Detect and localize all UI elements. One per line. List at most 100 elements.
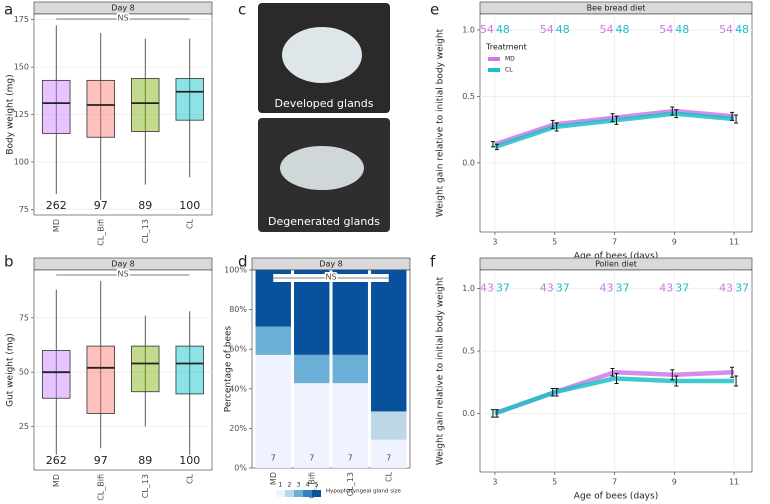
count-label: 43 <box>600 282 614 295</box>
x-tick-label: 5 <box>552 238 557 247</box>
legend-label: MD <box>505 56 515 63</box>
mean-line <box>494 376 735 416</box>
count-label: 37 <box>616 282 630 295</box>
error-bar <box>490 141 495 148</box>
error-bar <box>674 109 679 119</box>
error-bar <box>610 368 615 377</box>
box <box>42 350 71 399</box>
y-axis-title: Gut weight (mg) <box>6 333 16 407</box>
x-tick-label: 7 <box>612 238 617 247</box>
count-label: 7 <box>386 454 391 463</box>
count-label: 262 <box>46 199 67 212</box>
y-tick-label: 100 <box>14 157 29 166</box>
panel-letter: b <box>4 253 14 271</box>
panel-letter: c <box>238 1 246 19</box>
legend-swatch <box>285 490 294 497</box>
error-bar <box>610 113 615 123</box>
y-tick-label: 40% <box>229 384 247 393</box>
x-tick-label: 3 <box>492 478 497 487</box>
count-label: 97 <box>94 454 108 467</box>
count-label: 54 <box>600 23 614 36</box>
count-label: 48 <box>616 23 630 36</box>
bar-segment <box>255 326 291 355</box>
y-axis-title: Body weight (mg) <box>6 74 16 154</box>
y-tick-label: 75 <box>19 313 29 322</box>
x-tick-label: 9 <box>672 478 677 487</box>
y-tick-label: 60% <box>229 345 247 354</box>
x-tick-label: 9 <box>672 238 677 247</box>
x-axis-title: Age of bees (days) <box>574 492 658 502</box>
y-tick-label: 0% <box>234 464 247 473</box>
y-tick-label: 50 <box>19 368 29 377</box>
error-bar <box>670 106 675 116</box>
x-tick-label: 5 <box>552 478 557 487</box>
count-label: 37 <box>556 282 570 295</box>
count-label: 48 <box>735 23 749 36</box>
y-tick-label: 80% <box>229 305 247 314</box>
legend-swatch <box>276 490 285 497</box>
y-axis-title: Weight gain relative to initial body wei… <box>436 28 446 217</box>
error-bar <box>734 375 739 387</box>
error-bar <box>494 409 499 418</box>
x-tick-label: CL_Bifi <box>96 474 105 501</box>
x-tick-label: 3 <box>492 238 497 247</box>
count-label: 89 <box>138 199 152 212</box>
x-tick-label: CL_Bifi <box>96 219 105 246</box>
box <box>86 79 115 138</box>
strip-title: Pollen diet <box>595 260 637 269</box>
y-tick-label: 0.0 <box>462 158 475 167</box>
count-label: 262 <box>46 454 67 467</box>
error-bar <box>554 122 559 132</box>
plot-area <box>33 269 213 471</box>
error-bar <box>550 387 555 397</box>
count-label: 54 <box>540 23 554 36</box>
annotation: NS <box>325 273 336 282</box>
count-label: 7 <box>348 454 353 463</box>
y-tick-label: 1.0 <box>462 284 475 293</box>
x-tick-label: CL <box>384 471 393 482</box>
x-tick-label: CL <box>185 218 194 229</box>
count-label: 54 <box>719 23 733 36</box>
strip-title: Day 8 <box>319 260 342 269</box>
box <box>131 345 160 393</box>
bar-segment <box>332 383 368 468</box>
error-bar <box>550 119 555 129</box>
box <box>86 345 115 414</box>
x-tick-label: CL_13 <box>141 219 150 243</box>
y-tick-label: 125 <box>14 110 29 119</box>
error-bar <box>554 387 559 397</box>
bar-segment <box>371 439 407 468</box>
y-tick-label: 175 <box>14 15 29 24</box>
bar-segment <box>294 354 330 384</box>
legend-label: 1 <box>279 482 283 489</box>
count-label: 7 <box>271 454 276 463</box>
y-tick-label: 100% <box>224 266 247 275</box>
y-tick-label: 0.0 <box>462 409 475 418</box>
legend-label: CL <box>505 67 513 74</box>
error-bar <box>614 115 619 125</box>
panel-letter: e <box>430 1 439 19</box>
annotation: NS <box>117 270 128 279</box>
x-tick-label: 11 <box>729 238 739 247</box>
x-tick-label: CL_13 <box>141 474 150 498</box>
y-tick-label: 25 <box>19 422 29 431</box>
error-bar <box>670 369 675 381</box>
bar-segment <box>255 354 291 468</box>
y-tick-label: 0.5 <box>462 347 475 356</box>
count-label: 7 <box>309 454 314 463</box>
legend-swatch <box>294 490 303 497</box>
caption: Degenerated glands <box>268 215 380 228</box>
count-label: 37 <box>675 282 689 295</box>
count-label: 43 <box>719 282 733 295</box>
gland-shape <box>282 27 362 83</box>
count-label: 54 <box>659 23 673 36</box>
panel-letter: a <box>4 1 13 19</box>
legend-title: Hypopharyngeal gland size <box>326 489 402 495</box>
bar-segment <box>294 269 330 355</box>
error-bar <box>490 409 495 418</box>
count-label: 100 <box>179 199 200 212</box>
y-axis-title: Weight gain relative to initial body wei… <box>436 276 446 465</box>
box <box>175 78 204 121</box>
caption: Developed glands <box>275 97 374 110</box>
